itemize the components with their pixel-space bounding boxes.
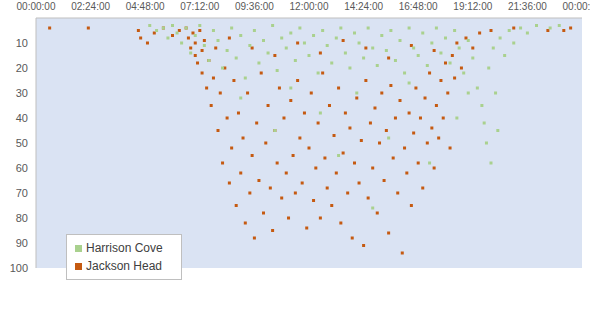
svg-text:04:48:00: 04:48:00 <box>126 1 165 12</box>
svg-text:00:00:00: 00:00:00 <box>17 1 56 12</box>
svg-text:60: 60 <box>16 162 28 174</box>
svg-text:40: 40 <box>16 112 28 124</box>
svg-text:70: 70 <box>16 187 28 199</box>
svg-text:07:12:00: 07:12:00 <box>180 1 219 12</box>
svg-text:19:12:00: 19:12:00 <box>453 1 492 12</box>
svg-text:20: 20 <box>16 62 28 74</box>
svg-text:10: 10 <box>16 37 28 49</box>
svg-text:16:48:00: 16:48:00 <box>399 1 438 12</box>
svg-text:80: 80 <box>16 212 28 224</box>
svg-text:02:24:00: 02:24:00 <box>71 1 110 12</box>
html-text:Jackson Head: Jackson Head <box>86 259 162 273</box>
svg-text:30: 30 <box>16 87 28 99</box>
svg-text:100: 100 <box>10 262 28 274</box>
svg-text:09:36:00: 09:36:00 <box>235 1 274 12</box>
svg-text:21:36:00: 21:36:00 <box>508 1 547 12</box>
html-text:Harrison Cove: Harrison Cove <box>86 241 163 255</box>
svg-text:00:00:00: 00:00:00 <box>563 1 582 12</box>
svg-text:14:24:00: 14:24:00 <box>344 1 383 12</box>
svg-text:50: 50 <box>16 137 28 149</box>
svg-text:12:00:00: 12:00:00 <box>290 1 329 12</box>
svg-text:90: 90 <box>16 237 28 249</box>
